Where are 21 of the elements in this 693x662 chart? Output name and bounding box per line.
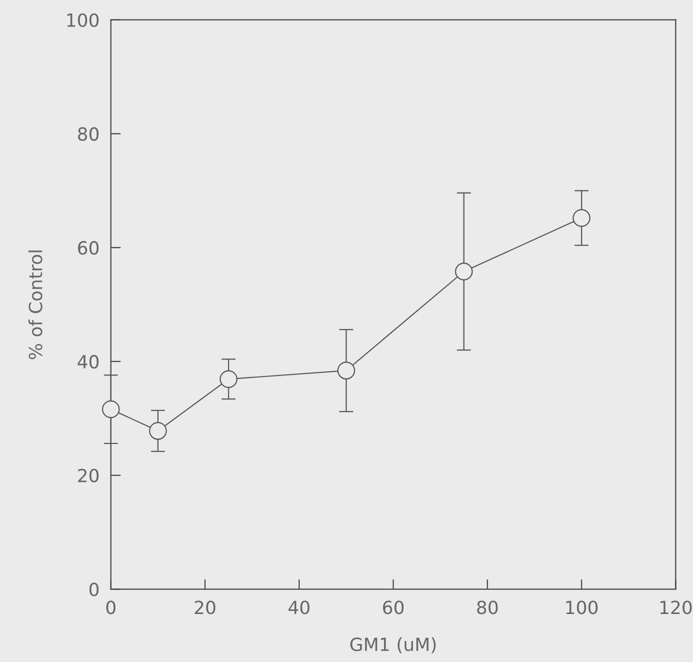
point bbox=[572, 209, 590, 227]
y-tick-label: 40 bbox=[78, 354, 99, 369]
x-tick-label: 100 bbox=[566, 600, 598, 614]
y-axis-title: % of Control bbox=[28, 250, 42, 360]
y-tick-label: 60 bbox=[78, 241, 99, 255]
y-tick-label: 80 bbox=[78, 127, 99, 141]
x-axis-title: GM1 (uM) bbox=[350, 637, 436, 654]
x-tick-label: 120 bbox=[660, 600, 692, 614]
point bbox=[149, 422, 167, 440]
x-tick-label: 0 bbox=[106, 600, 116, 614]
x-tick-label: 60 bbox=[383, 600, 404, 614]
x-tick-label: 80 bbox=[477, 600, 498, 614]
point bbox=[220, 370, 238, 388]
point bbox=[454, 262, 473, 280]
x-tick-label: 20 bbox=[194, 600, 216, 614]
point bbox=[102, 400, 120, 418]
y-tick-label: 100 bbox=[67, 13, 99, 27]
x-tick-label: 40 bbox=[288, 600, 310, 614]
y-tick-label: 0 bbox=[89, 582, 99, 596]
point bbox=[337, 362, 356, 380]
y-tick-label: 20 bbox=[78, 468, 99, 482]
